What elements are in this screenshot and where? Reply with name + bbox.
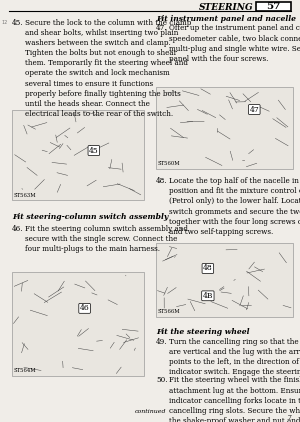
Text: ST564M: ST564M bbox=[14, 368, 36, 373]
Text: 50.: 50. bbox=[156, 376, 167, 384]
Text: Fit instrument panel and nacelle: Fit instrument panel and nacelle bbox=[156, 15, 296, 23]
Text: STEERING: STEERING bbox=[199, 3, 254, 12]
Text: 46.: 46. bbox=[12, 225, 23, 233]
Text: Fit the steering column switch assembly and
secure with the single screw. Connec: Fit the steering column switch assembly … bbox=[25, 225, 188, 253]
Text: 46: 46 bbox=[80, 304, 89, 312]
Text: 48: 48 bbox=[203, 265, 213, 273]
Text: ST563M: ST563M bbox=[14, 193, 36, 198]
Text: Turn the cancelling ring so that the slots
are vertical and the lug with the arr: Turn the cancelling ring so that the slo… bbox=[169, 338, 300, 376]
Text: 57: 57 bbox=[266, 2, 281, 11]
Text: ST566M: ST566M bbox=[158, 309, 180, 314]
Text: 45.: 45. bbox=[12, 19, 23, 27]
Text: Locate the top half of the nacelle in
position and fit the mixture control cable: Locate the top half of the nacelle in po… bbox=[169, 177, 300, 236]
Text: continued: continued bbox=[134, 409, 166, 414]
Bar bbox=[156, 243, 292, 316]
Bar bbox=[156, 87, 292, 169]
Text: ST560M: ST560M bbox=[158, 161, 180, 166]
Text: 45: 45 bbox=[89, 146, 99, 154]
Text: Fit the steering wheel with the finisher
attachment lug at the bottom. Ensure th: Fit the steering wheel with the finisher… bbox=[169, 376, 300, 422]
Text: 12: 12 bbox=[2, 20, 8, 25]
Text: 47: 47 bbox=[249, 106, 259, 114]
Text: Offer up the instrument panel and connect the
speedometer cable, two black conne: Offer up the instrument panel and connec… bbox=[169, 24, 300, 63]
Text: Secure the lock to the column with the clamp
and shear bolts, whilst inserting t: Secure the lock to the column with the c… bbox=[25, 19, 191, 118]
Text: 47.: 47. bbox=[156, 24, 167, 32]
Bar bbox=[12, 272, 144, 376]
Text: 48.: 48. bbox=[156, 177, 167, 185]
Text: Fit the steering wheel: Fit the steering wheel bbox=[156, 328, 250, 336]
Text: 7: 7 bbox=[287, 415, 291, 420]
FancyBboxPatch shape bbox=[256, 2, 291, 11]
Bar bbox=[12, 110, 144, 200]
Text: Fit steering-column switch assembly: Fit steering-column switch assembly bbox=[12, 213, 168, 221]
Text: 49.: 49. bbox=[156, 338, 167, 346]
Text: 4B: 4B bbox=[202, 292, 213, 300]
